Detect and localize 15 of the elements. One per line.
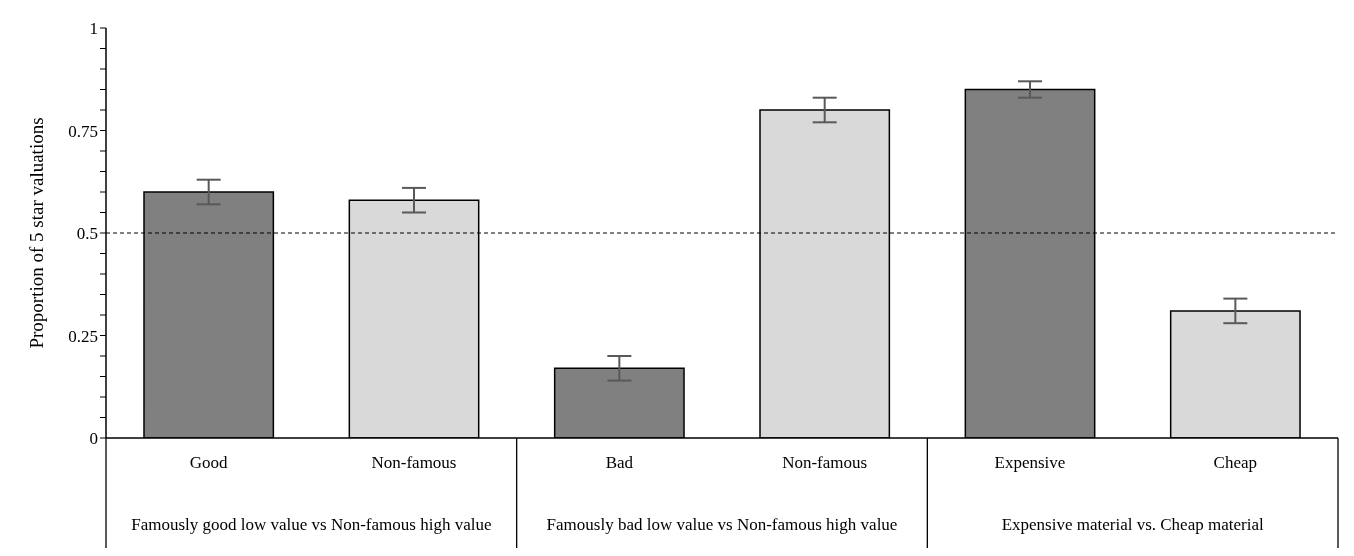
x-tick-label: Expensive — [994, 453, 1066, 472]
y-tick-label: 1 — [89, 19, 98, 39]
text: Famously bad low value vs Non-famous high value — [546, 515, 898, 535]
x-tick-label: Good — [189, 453, 229, 472]
x-tick-label: Non-famous — [371, 453, 457, 472]
y-tick-label: 0 — [89, 429, 98, 449]
x-tick-label: Cheap — [1213, 453, 1258, 472]
y-tick-label: 0.5 — [76, 224, 98, 244]
x-tick-label: Bad — [605, 453, 634, 472]
text: Famously good low value vs Non-famous high value — [131, 515, 492, 535]
text: Expensive material vs. Cheap material — [1001, 515, 1264, 535]
y-tick-label: 0.75 — [68, 121, 98, 141]
y-axis-title: Proportion of 5 star valuations — [25, 117, 47, 349]
y-tick-label: 0.25 — [68, 326, 98, 346]
x-tick-label: Non-famous — [782, 453, 868, 472]
